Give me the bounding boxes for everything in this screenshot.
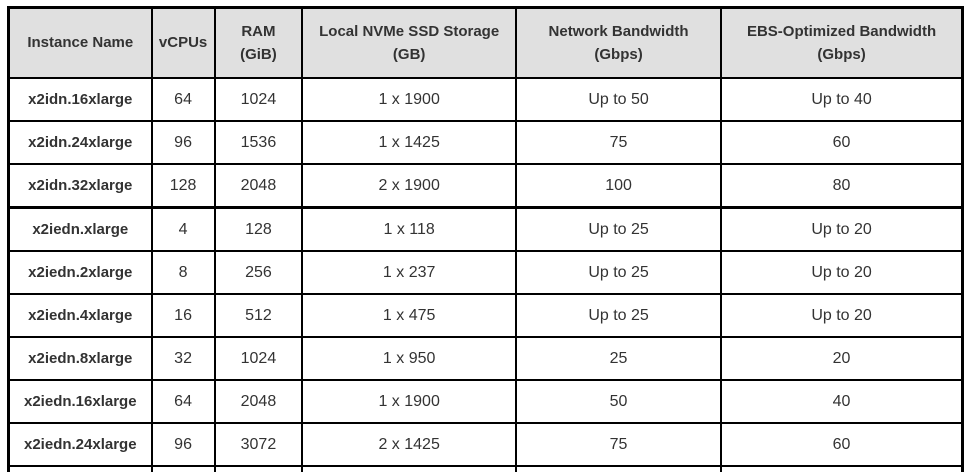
cell-ebs-bandwidth: 80 [720,465,964,472]
cell-vcpus: 64 [150,379,216,424]
cell-vcpus: 128 [150,163,216,209]
column-header-label: Network Bandwidth [548,22,689,40]
table-row-x2iedn-8xlarge: x2iedn.8xlarge 32 1024 1 x 950 25 20 [7,336,964,381]
cell-ebs-bandwidth: Up to 20 [720,250,964,295]
column-header-unit: (Gbps) [817,46,866,63]
cell-vcpus: 96 [150,422,216,467]
column-header-label: vCPUs [158,34,208,52]
cell-ram: 3072 [213,422,304,467]
cell-instance-name: x2iedn.2xlarge [7,250,153,295]
cell-ebs-bandwidth: 40 [720,379,964,424]
cell-vcpus: 96 [150,120,216,165]
column-header-ebs-bandwidth: EBS-Optimized Bandwidth (Gbps) [720,6,964,79]
header-row: Instance Name vCPUs RAM (GiB) Local NVMe SSD… [7,6,964,79]
table-row-x2iedn-xlarge: x2iedn.xlarge 4 128 1 x 118 Up to 25 Up to 20 [7,206,964,252]
table-body: x2idn.16xlarge 64 1024 1 x 1900 Up to 50 Up t… [7,77,964,472]
cell-network-bandwidth: 100 [514,163,723,209]
column-header-vcpus: vCPUs [150,6,216,79]
cell-ebs-bandwidth: 60 [720,422,964,467]
table-row-x2idn-16xlarge: x2idn.16xlarge 64 1024 1 x 1900 Up to 50 Up t… [7,77,964,122]
column-header-instance-name: Instance Name [7,6,153,79]
table-row-x2idn-24xlarge: x2idn.24xlarge 96 1536 1 x 1425 75 60 [7,120,964,165]
cell-vcpus: 64 [150,77,216,122]
cell-network-bandwidth: 75 [514,120,723,165]
cell-storage: 2 x 1900 [301,465,517,472]
cell-storage: 1 x 1900 [301,379,517,424]
table-row-x2iedn-2xlarge: x2iedn.2xlarge 8 256 1 x 237 Up to 25 Up to 2… [7,250,964,295]
cell-ram: 2048 [213,163,304,209]
column-header-label: RAM [241,22,276,40]
column-header-ram: RAM (GiB) [213,6,304,79]
cell-network-bandwidth: Up to 50 [514,77,723,122]
cell-instance-name: x2iedn.16xlarge [7,379,153,424]
cell-ram: 256 [213,250,304,295]
cell-network-bandwidth: Up to 25 [514,206,723,252]
table-row-x2iedn-4xlarge: x2iedn.4xlarge 16 512 1 x 475 Up to 25 Up to … [7,293,964,338]
cell-instance-name: x2iedn.24xlarge [7,422,153,467]
column-header-unit: (GiB) [240,46,277,63]
column-header-label: EBS-Optimized Bandwidth [746,22,937,40]
cell-network-bandwidth: 100 [514,465,723,472]
column-header-unit: (GB) [392,46,426,63]
cell-network-bandwidth: Up to 25 [514,250,723,295]
cell-instance-name: x2iedn.8xlarge [7,336,153,381]
cell-ram: 1024 [213,77,304,122]
cell-ram: 512 [213,293,304,338]
table-row-x2idn-32xlarge: x2idn.32xlarge 128 2048 2 x 1900 100 80 [7,163,964,209]
cell-instance-name: x2idn.32xlarge [7,163,153,209]
cell-network-bandwidth: 75 [514,422,723,467]
column-header-network-bandwidth: Network Bandwidth (Gbps) [514,6,723,79]
cell-ebs-bandwidth: Up to 40 [720,77,964,122]
cell-storage: 1 x 475 [301,293,517,338]
cell-storage: 2 x 1900 [301,163,517,209]
cell-storage: 1 x 1900 [301,77,517,122]
cell-ram: 128 [213,206,304,252]
cell-ram: 2048 [213,379,304,424]
cell-ram: 1024 [213,336,304,381]
cell-storage: 1 x 1425 [301,120,517,165]
instance-comparison-table: Instance Name vCPUs RAM (GiB) Local NVMe SSD… [7,6,964,472]
cell-ram: 4096 [213,465,304,472]
cell-ebs-bandwidth: 20 [720,336,964,381]
cell-ebs-bandwidth: 60 [720,120,964,165]
column-header-label: Local NVMe SSD Storage [319,22,500,40]
column-header-storage: Local NVMe SSD Storage (GB) [301,6,517,79]
cell-network-bandwidth: 50 [514,379,723,424]
cell-vcpus: 32 [150,336,216,381]
column-header-unit: (Gbps) [594,46,643,63]
cell-network-bandwidth: Up to 25 [514,293,723,338]
table-row-x2iedn-24xlarge: x2iedn.24xlarge 96 3072 2 x 1425 75 60 [7,422,964,467]
cell-instance-name: x2iedn.4xlarge [7,293,153,338]
cell-ram: 1536 [213,120,304,165]
table-row-x2iedn-16xlarge: x2iedn.16xlarge 64 2048 1 x 1900 50 40 [7,379,964,424]
cell-ebs-bandwidth: Up to 20 [720,293,964,338]
table-header: Instance Name vCPUs RAM (GiB) Local NVMe SSD… [7,6,964,79]
cell-vcpus: 16 [150,293,216,338]
cell-instance-name: x2iedn.32xlarge [7,465,153,472]
cell-storage: 1 x 118 [301,206,517,252]
cell-vcpus: 8 [150,250,216,295]
cell-vcpus: 4 [150,206,216,252]
cell-storage: 2 x 1425 [301,422,517,467]
column-header-label: Instance Name [27,34,134,52]
cell-vcpus: 128 [150,465,216,472]
cell-ebs-bandwidth: Up to 20 [720,206,964,252]
cell-instance-name: x2iedn.xlarge [7,206,153,252]
cell-network-bandwidth: 25 [514,336,723,381]
cell-storage: 1 x 950 [301,336,517,381]
cell-instance-name: x2idn.24xlarge [7,120,153,165]
cell-instance-name: x2idn.16xlarge [7,77,153,122]
cell-ebs-bandwidth: 80 [720,163,964,209]
cell-storage: 1 x 237 [301,250,517,295]
